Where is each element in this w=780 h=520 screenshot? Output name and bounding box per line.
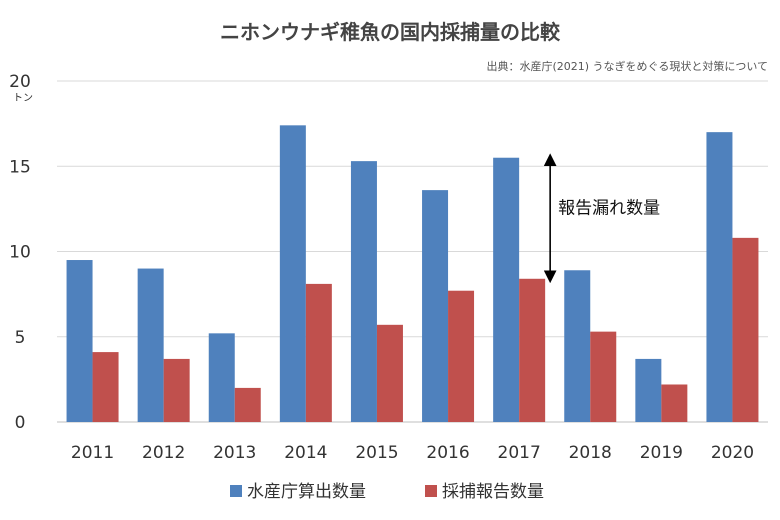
- x-tick-label: 2018: [569, 443, 612, 463]
- x-tick-label: 2017: [498, 443, 541, 463]
- bar-reported-2013: [234, 387, 261, 422]
- legend-swatch: [425, 485, 437, 497]
- bar-estimated-2020: [706, 132, 733, 422]
- legend-swatch: [230, 485, 242, 497]
- y-unit-label: トン: [13, 93, 33, 104]
- bar-reported-2017: [519, 278, 546, 422]
- x-tick-label: 2015: [355, 443, 398, 463]
- annotation-label: 報告漏れ数量: [558, 198, 660, 218]
- chart-source: 出典：水産庁(2021) うなぎをめぐる現状と対策について: [486, 59, 768, 73]
- bar-estimated-2019: [635, 358, 662, 422]
- annotation: 報告漏れ数量: [543, 153, 660, 284]
- bar-estimated-2015: [350, 161, 377, 422]
- legend: 水産庁算出数量 採捕報告数量: [230, 482, 544, 502]
- x-tick-label: 2013: [213, 443, 256, 463]
- y-tick-label: 15: [9, 157, 31, 177]
- chart-title: ニホンウナギ稚魚の国内採捕量の比較: [220, 20, 561, 44]
- bar-reported-2016: [448, 290, 475, 422]
- legend-label: 水産庁算出数量: [247, 482, 366, 502]
- bars: [66, 125, 759, 422]
- bar-reported-2020: [732, 237, 759, 422]
- y-tick-label: 20: [9, 72, 31, 92]
- bar-reported-2018: [590, 331, 617, 422]
- x-tick-label: 2020: [711, 443, 754, 463]
- bar-estimated-2011: [66, 260, 93, 422]
- bar-reported-2011: [92, 352, 119, 422]
- bar-estimated-2014: [279, 125, 306, 422]
- x-tick-label: 2011: [71, 443, 114, 463]
- bar-reported-2015: [376, 324, 403, 422]
- y-axis: 0 5 10 15 20: [9, 72, 31, 433]
- y-tick-label: 10: [9, 243, 31, 263]
- bar-reported-2012: [163, 358, 190, 422]
- bar-estimated-2012: [137, 268, 164, 422]
- x-tick-label: 2019: [640, 443, 683, 463]
- bar-reported-2014: [305, 283, 332, 422]
- x-tick-label: 2014: [284, 443, 327, 463]
- bar-estimated-2018: [564, 270, 591, 422]
- bar-estimated-2013: [208, 333, 235, 422]
- y-tick-label: 5: [15, 328, 26, 348]
- bar-estimated-2017: [493, 157, 520, 422]
- bar-estimated-2016: [422, 190, 449, 422]
- x-axis: 2011 2012 2013 2014 2015 2016 2017 2018 2019 2020: [71, 443, 754, 463]
- bar-reported-2019: [661, 384, 688, 422]
- x-tick-label: 2016: [426, 443, 469, 463]
- y-unit-text: トン: [13, 93, 33, 104]
- legend-label: 採捕報告数量: [442, 482, 544, 502]
- x-tick-label: 2012: [142, 443, 185, 463]
- y-tick-label: 0: [15, 413, 26, 433]
